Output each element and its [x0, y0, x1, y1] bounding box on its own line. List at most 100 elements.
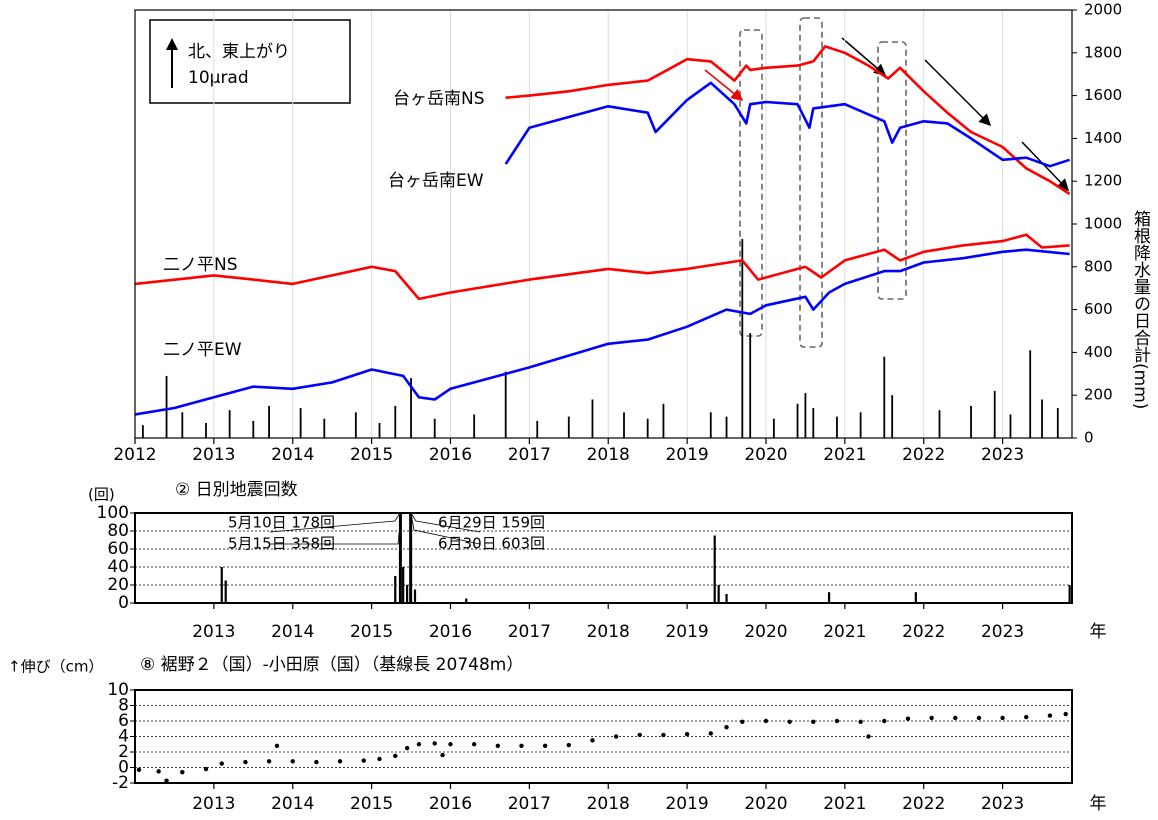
x-tick-label: 2018 [587, 794, 630, 814]
x-tick-label: 2018 [587, 445, 630, 465]
point [929, 715, 934, 721]
bar [914, 592, 917, 603]
point [136, 767, 142, 773]
x-tick-label: 2017 [508, 622, 551, 642]
bar [713, 535, 716, 603]
x-tick-label: 2019 [665, 794, 708, 814]
label: 年 [1090, 622, 1107, 642]
bar [567, 416, 570, 438]
y-tick-label: 80 [107, 521, 129, 541]
y2-tick-label: 600 [1084, 300, 1113, 318]
label: 6月30日 603回 [438, 535, 545, 553]
bar [1068, 585, 1071, 603]
point [1024, 714, 1029, 720]
x-tick-label: 2022 [902, 445, 945, 465]
bar [394, 405, 397, 438]
highlight-box [799, 17, 823, 348]
point [724, 725, 729, 730]
point [661, 732, 666, 738]
bar [938, 410, 941, 438]
point [448, 742, 453, 747]
point [404, 745, 410, 751]
trend-arrow [1021, 141, 1070, 192]
label: 二ノ平EW [163, 340, 242, 360]
x-tick-label: 2020 [744, 445, 787, 465]
y2-tick-label: 1800 [1084, 43, 1122, 61]
bar [827, 592, 831, 603]
point [905, 716, 911, 721]
bar [891, 395, 894, 438]
tilt-line [505, 45, 1071, 196]
y2-tick-label: 1400 [1084, 129, 1122, 147]
x-tick-label: 2018 [587, 622, 630, 642]
point [1000, 715, 1005, 721]
bar [741, 238, 744, 438]
bar [413, 589, 417, 603]
bar [970, 405, 972, 438]
x-tick-label: 2015 [350, 794, 393, 814]
label: 5月15日 358回 [228, 535, 335, 553]
plot-area [220, 513, 1071, 603]
point [590, 738, 595, 743]
bar [220, 567, 223, 603]
point [566, 742, 571, 748]
point [416, 742, 422, 747]
label: (回) [88, 486, 115, 504]
trend-arrow [704, 69, 744, 101]
bar [406, 585, 409, 603]
bar [1056, 408, 1059, 438]
label: 台ヶ岳南EW [388, 171, 484, 191]
label: ⑧ 裾野２（国）-小田原（国）（基線長 20748m） [140, 655, 523, 675]
x-tick-label: 2015 [350, 445, 393, 465]
x-tick-label: 2012 [113, 445, 156, 465]
y-tick-label: 6 [118, 711, 129, 731]
label: 台ヶ岳南NS [393, 89, 485, 109]
x-tick-label: 2014 [271, 622, 314, 642]
x-tick-label: 2023 [981, 794, 1024, 814]
point [156, 769, 161, 774]
y-tick-label: 100 [97, 503, 129, 523]
y-tick-label: 8 [118, 696, 129, 716]
y2-tick-label: 1200 [1084, 172, 1122, 190]
x-tick-label: 2016 [429, 622, 472, 642]
bar [378, 423, 381, 438]
y-tick-label: 4 [118, 727, 129, 747]
legend-box [149, 19, 351, 104]
bar [433, 418, 436, 438]
bar [796, 403, 799, 438]
point [787, 719, 792, 724]
x-tick-label: 2023 [981, 445, 1024, 465]
y2-tick-label: 1000 [1084, 215, 1122, 233]
point [471, 742, 477, 747]
plot-area [135, 10, 1071, 438]
point [858, 719, 863, 724]
bar [812, 408, 815, 438]
point [243, 759, 248, 765]
y-tick-label: 60 [107, 539, 129, 559]
bar [993, 390, 996, 438]
bar [268, 405, 270, 438]
y-tick-label: 10 [107, 680, 129, 700]
y-tick-label: -2 [112, 773, 129, 793]
y2-tick-label: 400 [1084, 343, 1113, 361]
bar [623, 412, 625, 438]
y-tick-label: 0 [118, 593, 129, 613]
trend-arrow [841, 37, 887, 76]
bar [354, 412, 357, 438]
bar [749, 333, 752, 438]
y-tick-label: 2 [118, 742, 129, 762]
bar [709, 412, 712, 438]
tilt-line [135, 248, 1070, 416]
plot-frame [134, 689, 1073, 784]
x-tick-label: 2014 [271, 445, 314, 465]
plot-frame [134, 512, 1073, 604]
scale-arrow-head [166, 38, 178, 50]
legend-text: 10μrad [188, 68, 249, 88]
point [290, 759, 295, 764]
y-tick-label: 0 [118, 758, 129, 778]
annotation-leader [410, 512, 481, 533]
label: 5月10日 178回 [228, 514, 335, 532]
bar [536, 420, 539, 438]
bar [883, 356, 886, 438]
point [1047, 713, 1053, 718]
